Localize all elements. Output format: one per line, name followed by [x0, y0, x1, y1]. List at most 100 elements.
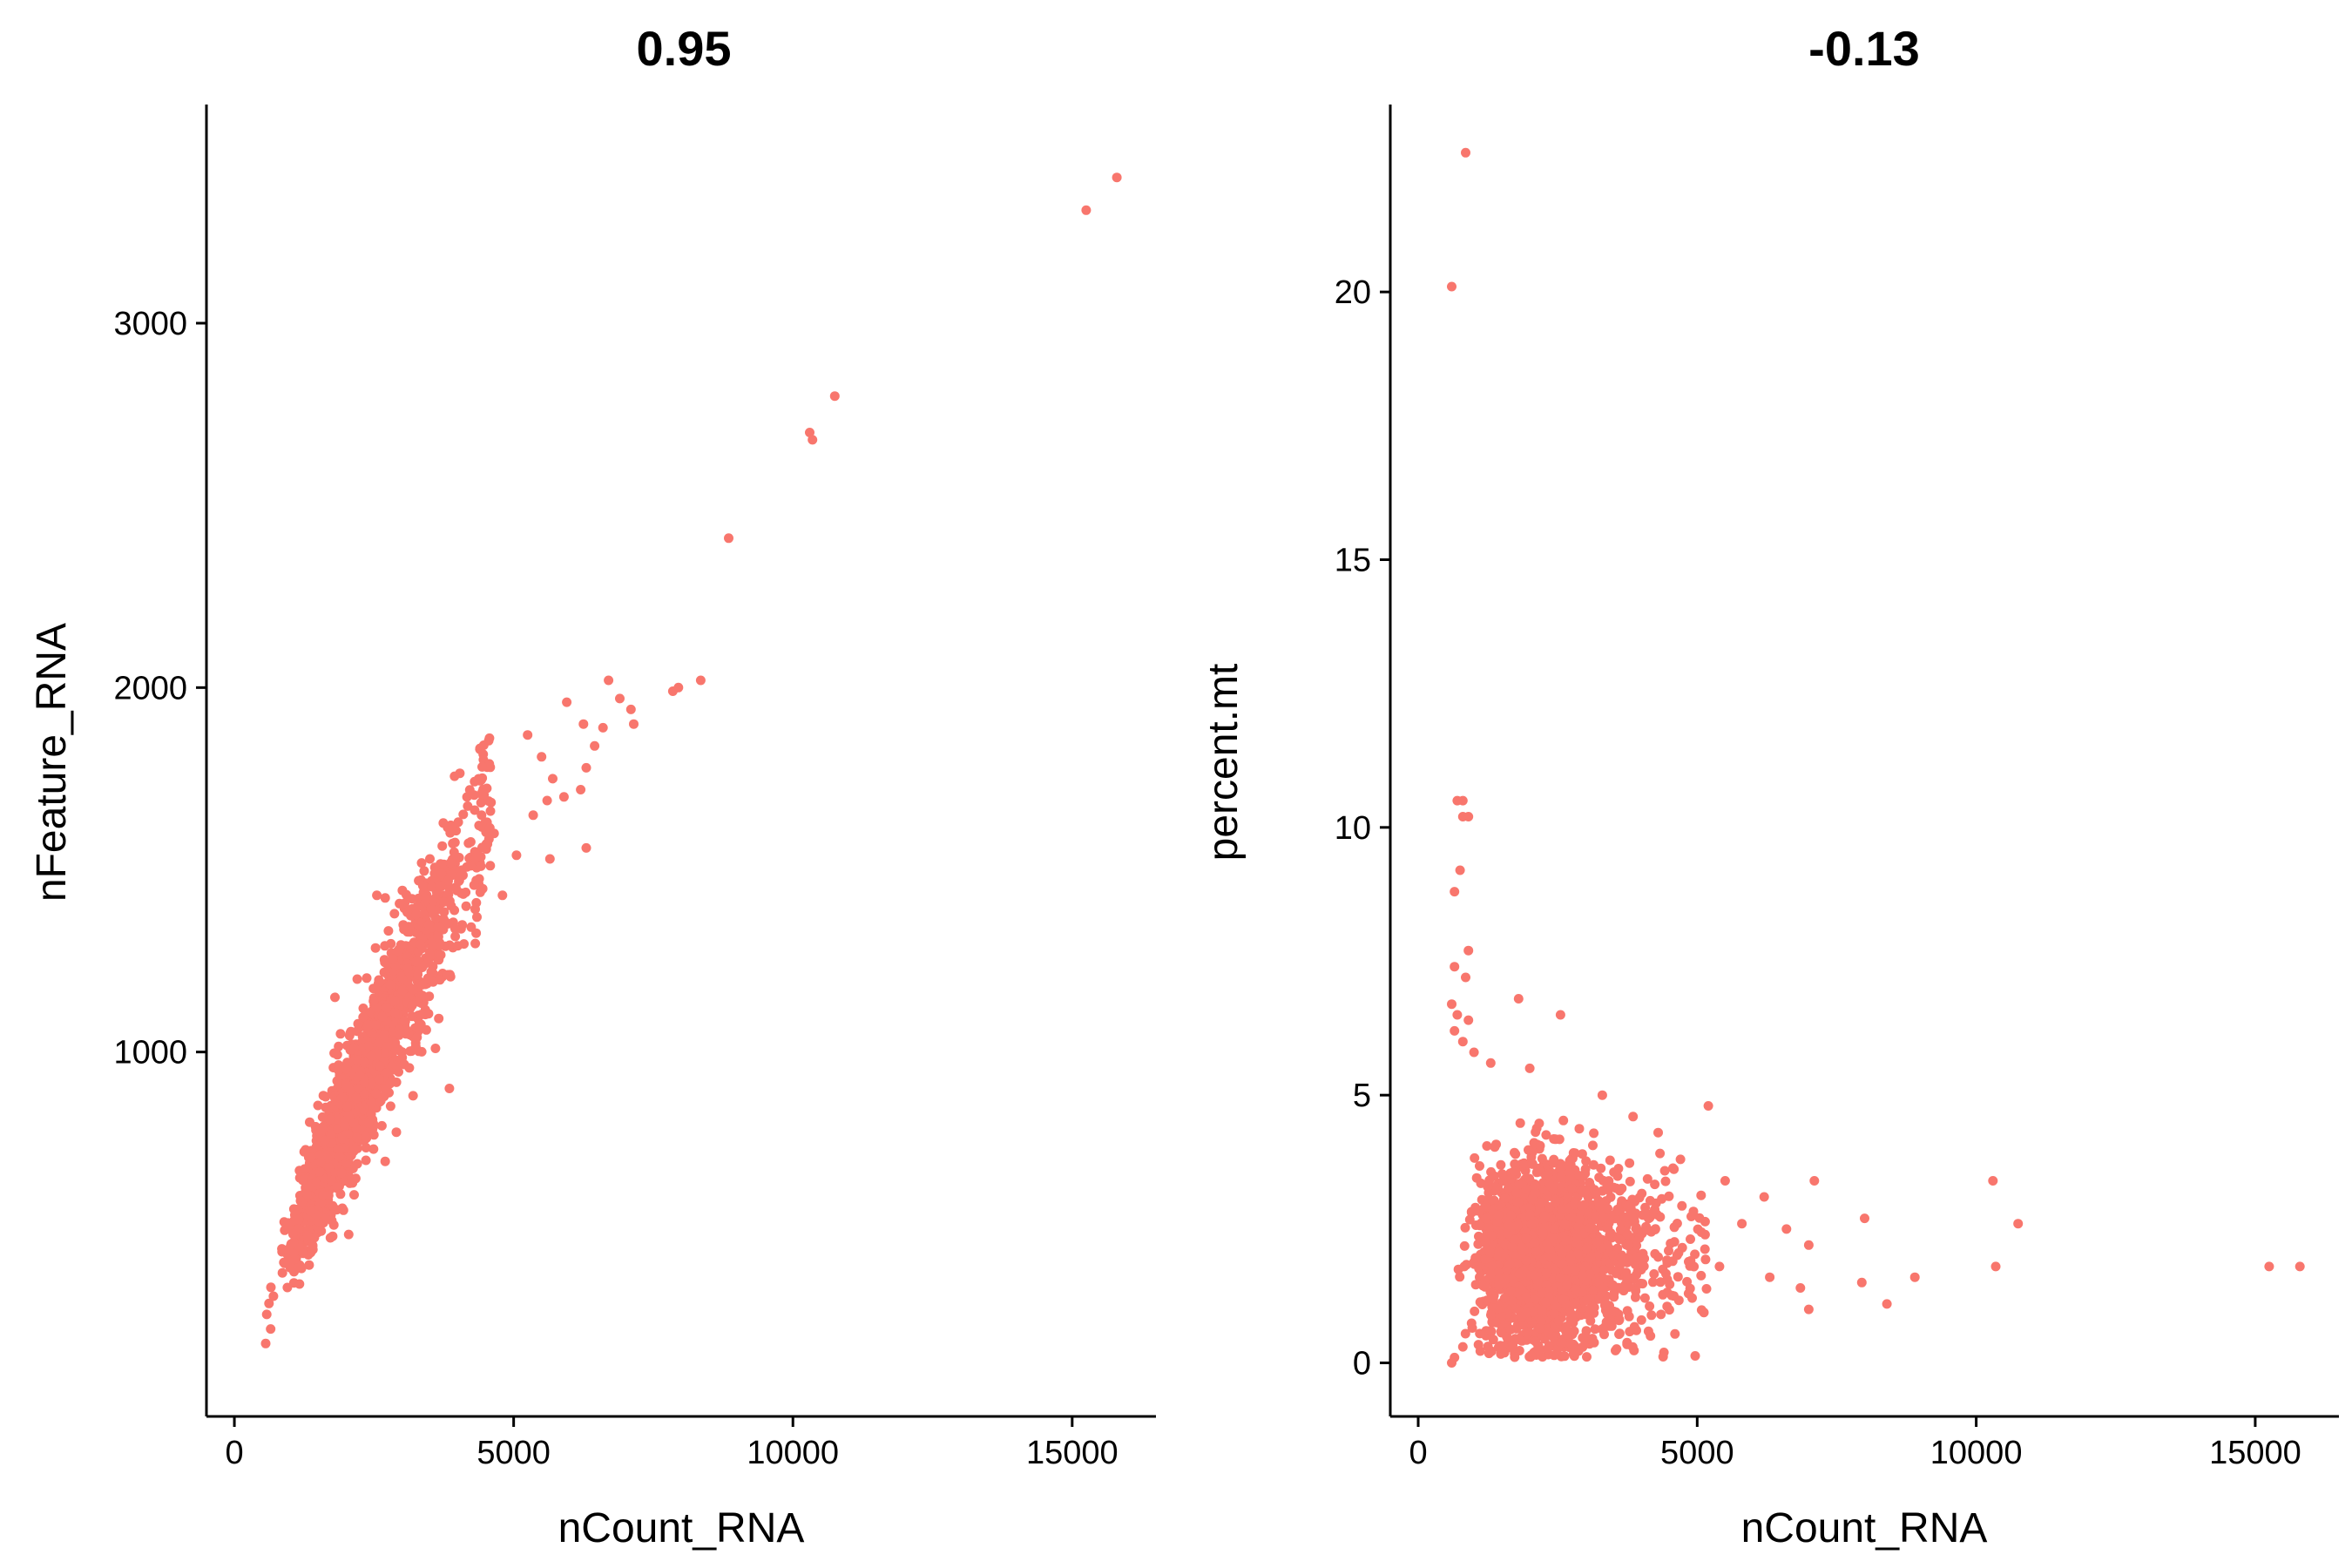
y-tick-label: 15	[1335, 542, 1371, 578]
data-point	[2264, 1261, 2274, 1272]
data-point	[407, 894, 417, 904]
data-point	[461, 901, 471, 911]
data-point	[359, 1089, 369, 1099]
data-point	[1577, 1200, 1586, 1211]
data-point	[598, 722, 608, 733]
x-tick-label: 5000	[1660, 1435, 1734, 1471]
data-point	[1530, 1238, 1540, 1248]
data-point	[1605, 1230, 1615, 1240]
data-point	[293, 1263, 303, 1274]
data-point	[1599, 1329, 1609, 1340]
data-point	[444, 882, 455, 893]
data-point	[334, 1065, 344, 1076]
data-point	[1690, 1249, 1700, 1260]
data-point	[344, 1084, 355, 1094]
data-point	[1594, 1294, 1604, 1304]
data-point	[320, 1135, 330, 1146]
data-point	[352, 974, 362, 984]
data-point	[348, 1118, 359, 1128]
data-point	[424, 949, 435, 959]
data-point	[1555, 1010, 1565, 1020]
data-point	[548, 774, 558, 784]
data-point	[808, 435, 818, 445]
data-point	[470, 938, 481, 949]
data-point	[1475, 1328, 1485, 1339]
data-point	[1608, 1182, 1619, 1193]
data-point	[1609, 1306, 1619, 1316]
data-point	[321, 1213, 331, 1224]
data-point	[368, 1144, 379, 1154]
data-point	[366, 1051, 376, 1062]
data-point	[1655, 1148, 1666, 1159]
data-point	[1457, 795, 1468, 806]
data-point	[1557, 1247, 1567, 1258]
data-point	[435, 975, 445, 985]
panel-title: 0.95	[637, 21, 732, 76]
data-point	[380, 941, 390, 951]
data-point	[1505, 1324, 1516, 1335]
data-point	[409, 984, 418, 995]
data-point	[1541, 1130, 1551, 1140]
data-point	[408, 1091, 418, 1101]
data-point	[1623, 1229, 1632, 1240]
data-point	[489, 828, 499, 839]
data-point	[1655, 1212, 1666, 1222]
data-point	[363, 1021, 374, 1031]
data-point	[1544, 1202, 1555, 1212]
data-point	[1580, 1188, 1591, 1199]
data-point	[1510, 1147, 1519, 1158]
data-point	[325, 1233, 335, 1243]
data-point	[435, 881, 445, 891]
data-point	[1457, 812, 1468, 821]
data-point	[1625, 1176, 1635, 1186]
data-point	[1551, 1134, 1561, 1145]
data-point	[439, 896, 449, 907]
data-point	[528, 810, 538, 821]
data-point	[1450, 962, 1460, 972]
data-point	[829, 391, 840, 402]
data-point	[443, 875, 453, 886]
data-point	[1677, 1200, 1687, 1211]
x-tick-label: 0	[1409, 1435, 1427, 1471]
data-point	[1521, 1233, 1531, 1244]
data-point	[1504, 1259, 1515, 1269]
data-point	[1687, 1293, 1697, 1303]
data-point	[1450, 887, 1460, 897]
panel-title: -0.13	[1808, 21, 1920, 76]
data-point	[382, 1003, 392, 1013]
data-point	[1558, 1115, 1569, 1125]
data-point	[667, 686, 678, 696]
data-point	[1714, 1261, 1725, 1272]
y-tick-label: 0	[1353, 1346, 1371, 1382]
data-point	[445, 858, 456, 868]
data-point	[1669, 1291, 1679, 1301]
data-point	[472, 912, 482, 923]
data-point	[1795, 1283, 1806, 1293]
data-point	[537, 752, 547, 762]
data-point	[562, 697, 572, 707]
data-point	[1565, 1253, 1576, 1263]
data-point	[395, 898, 405, 909]
data-point	[1662, 1301, 1673, 1312]
data-point	[447, 821, 457, 831]
data-point	[1531, 1188, 1541, 1199]
data-point	[385, 1101, 395, 1112]
data-point	[1737, 1219, 1747, 1229]
data-point	[724, 533, 733, 544]
data-point	[372, 890, 382, 901]
data-point	[352, 1132, 362, 1143]
data-point	[1506, 1222, 1517, 1232]
data-point	[363, 1041, 374, 1051]
data-point	[390, 961, 401, 971]
data-point	[1474, 1231, 1484, 1241]
data-point	[416, 1046, 427, 1057]
data-point	[437, 841, 448, 851]
data-point	[1534, 1323, 1544, 1334]
data-point	[266, 1324, 276, 1335]
data-point	[478, 749, 489, 760]
data-point	[1612, 1171, 1623, 1181]
data-point	[1457, 1342, 1468, 1352]
data-point	[1658, 1289, 1668, 1300]
data-point	[304, 1260, 314, 1270]
